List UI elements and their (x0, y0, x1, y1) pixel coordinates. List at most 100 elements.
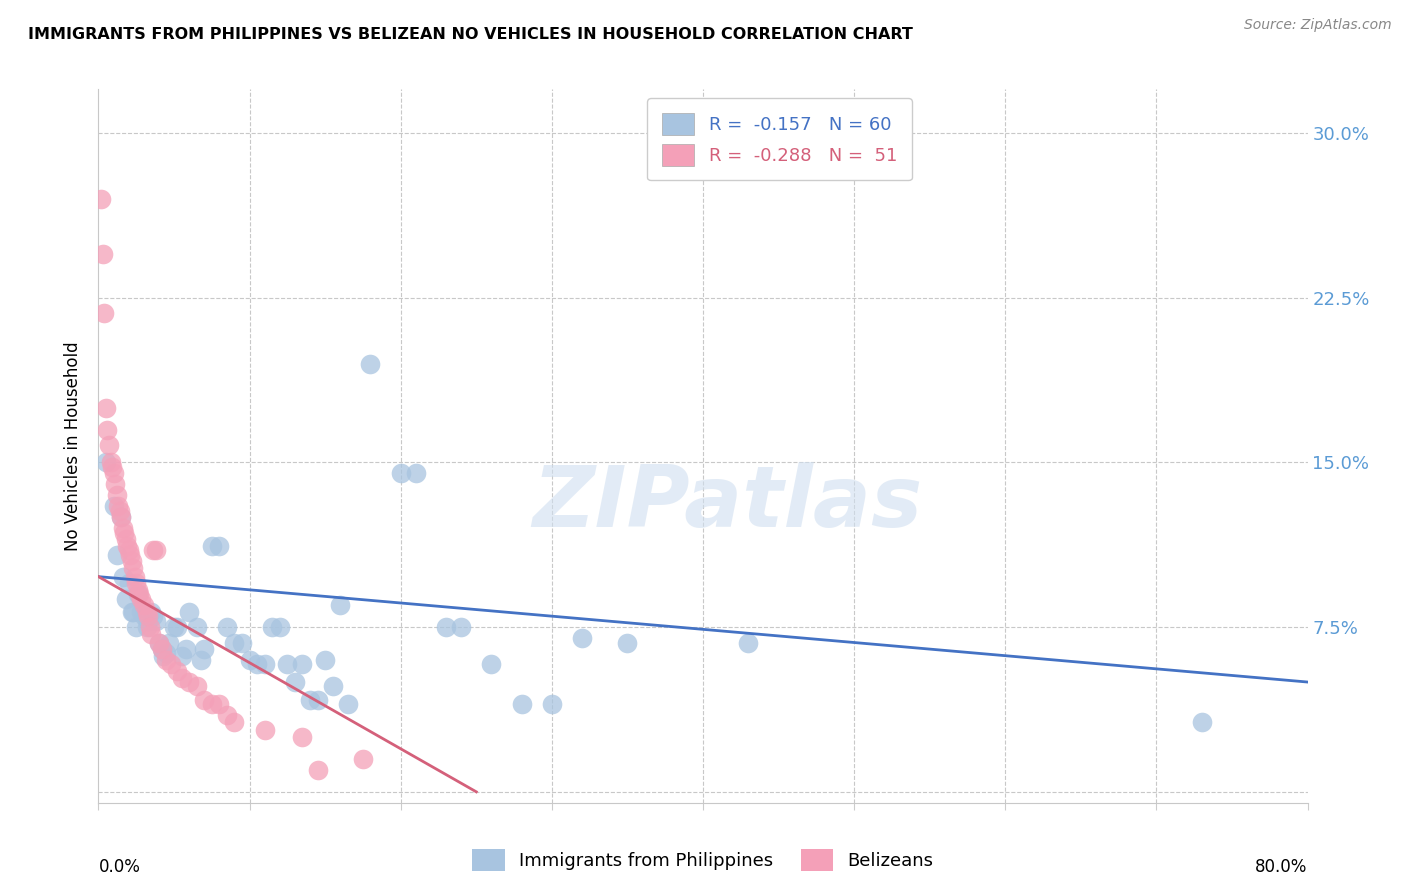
Point (111, 521, 134, 535)
Point (405, 467, 427, 481)
Point (94, 401, 117, 415)
Point (276, 657, 298, 672)
Point (166, 620, 188, 634)
Point (141, 605, 163, 619)
Point (510, 697, 533, 711)
Point (136, 614, 159, 628)
Point (110, 510, 132, 524)
Point (129, 591, 152, 606)
Point (110, 510, 132, 524)
Point (127, 587, 149, 601)
Point (148, 635, 170, 649)
Point (107, 500, 129, 514)
Point (118, 543, 141, 558)
Point (141, 626, 163, 640)
Point (170, 671, 193, 685)
Point (299, 692, 322, 706)
Point (269, 620, 291, 634)
Point (179, 675, 201, 690)
Point (239, 653, 262, 667)
Point (100, 455, 122, 469)
Point (314, 653, 336, 667)
Point (136, 609, 159, 624)
Text: 80.0%: 80.0% (1256, 858, 1308, 876)
Point (111, 569, 134, 583)
Point (103, 467, 125, 481)
Point (224, 714, 246, 729)
Point (129, 605, 152, 619)
Point (150, 642, 173, 657)
Point (179, 605, 201, 619)
Point (94, 455, 117, 469)
Point (215, 708, 238, 723)
Point (201, 539, 224, 553)
Point (329, 598, 352, 612)
Point (132, 598, 155, 612)
Point (121, 605, 143, 619)
Point (152, 648, 174, 663)
Legend: Immigrants from Philippines, Belizeans: Immigrants from Philippines, Belizeans (465, 842, 941, 879)
Point (291, 657, 314, 672)
Point (98, 438, 121, 452)
Point (135, 605, 157, 619)
Point (128, 587, 150, 601)
Point (1191, 714, 1213, 729)
Point (125, 576, 148, 591)
Point (208, 697, 231, 711)
Point (224, 635, 246, 649)
Point (132, 609, 155, 624)
Point (616, 635, 638, 649)
Point (125, 620, 148, 634)
Point (115, 539, 138, 553)
Point (389, 467, 412, 481)
Point (186, 620, 208, 634)
Point (253, 657, 276, 672)
Point (155, 647, 177, 661)
Point (145, 614, 167, 628)
Point (114, 533, 136, 547)
Point (186, 680, 208, 694)
Point (434, 620, 457, 634)
Point (163, 620, 186, 634)
Point (193, 642, 215, 657)
Point (160, 657, 183, 672)
Point (121, 554, 143, 568)
Point (571, 631, 593, 645)
Point (481, 657, 503, 672)
Point (148, 635, 170, 649)
Point (190, 653, 212, 667)
Point (142, 609, 165, 624)
Point (450, 620, 472, 634)
Point (193, 692, 215, 706)
Point (352, 752, 374, 766)
Point (96, 423, 118, 437)
Point (360, 357, 382, 371)
Legend: R =  -0.157   N = 60, R =  -0.288   N =  51: R = -0.157 N = 60, R = -0.288 N = 51 (647, 98, 911, 180)
Text: IMMIGRANTS FROM PHILIPPINES VS BELIZEAN NO VEHICLES IN HOUSEHOLD CORRELATION CHA: IMMIGRANTS FROM PHILIPPINES VS BELIZEAN … (28, 27, 912, 42)
Point (139, 620, 162, 634)
Point (262, 620, 284, 634)
Point (284, 675, 307, 690)
Y-axis label: No Vehicles in Household: No Vehicles in Household (65, 341, 83, 551)
Point (105, 488, 128, 502)
Point (307, 692, 329, 706)
Point (103, 500, 125, 514)
Point (122, 561, 145, 575)
Point (108, 504, 131, 518)
Point (135, 620, 157, 634)
Point (105, 548, 128, 562)
Point (737, 635, 759, 649)
Point (155, 653, 177, 667)
Point (150, 642, 173, 657)
Text: ZIPatlas: ZIPatlas (531, 461, 922, 545)
Point (336, 697, 359, 711)
Point (122, 605, 145, 619)
Point (253, 723, 276, 738)
Point (104, 477, 127, 491)
Point (145, 543, 167, 558)
Point (231, 635, 253, 649)
Point (90, 192, 112, 206)
Point (93, 306, 115, 320)
Point (166, 664, 188, 678)
Point (127, 582, 149, 597)
